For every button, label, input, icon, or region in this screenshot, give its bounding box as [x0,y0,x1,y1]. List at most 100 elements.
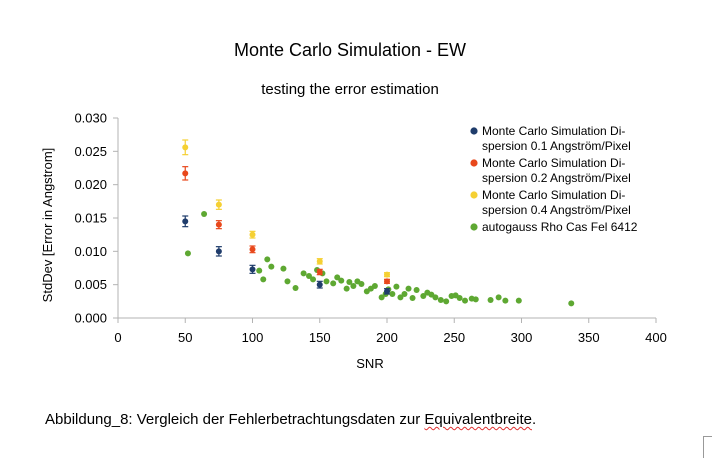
x-tick-label: 50 [178,330,192,345]
series-1 [182,215,390,295]
data-point [384,288,390,295]
data-point [215,248,222,255]
data-point [201,211,208,217]
legend-label-3: Monte Carlo Simulation Di- [482,188,625,202]
y-tick-label: 0.020 [74,177,107,192]
data-point [371,283,378,289]
data-point [502,297,509,304]
chart: Monte Carlo Simulation - EW testing the … [40,40,667,371]
axes: 0.000 0.005 0.010 0.015 0.020 0.025 0.030 0 50 10… [74,111,666,346]
data-point [300,270,307,277]
data-point [568,300,575,307]
data-point [384,278,390,285]
legend-marker-4 [470,223,478,231]
data-point [280,265,287,272]
data-point [401,291,408,297]
data-point [334,274,341,281]
data-point [182,218,189,225]
data-point [420,293,427,299]
caption-underlined-word: Equivalentbreite [424,411,532,428]
data-point [346,279,353,285]
data-point [268,263,275,270]
data-point [310,276,317,283]
data-point [249,231,256,238]
data-point [456,295,463,301]
data-point [256,267,263,274]
plot-area [182,139,575,307]
data-point [389,291,396,297]
y-tick-label: 0.000 [74,311,107,326]
data-point [338,277,345,284]
data-point [405,285,412,292]
y-tick-label: 0.015 [74,211,107,226]
data-point [358,281,365,287]
chart-subtitle: testing the error estimation [261,81,439,98]
data-point [182,170,189,177]
x-tick-label: 300 [511,330,533,345]
data-point [316,269,323,275]
data-point [515,297,522,304]
series-3 [182,139,390,278]
legend-label-2: spersion 0.2 Angström/Pixel [482,171,631,185]
legend-label-1: spersion 0.1 Angström/Pixel [482,139,631,153]
data-point [343,285,350,292]
data-point [284,278,291,285]
data-point [397,294,404,301]
series-2 [182,166,390,285]
data-point [432,294,439,301]
data-point [215,221,222,228]
data-point [249,246,256,253]
data-point [487,297,494,303]
data-point [384,271,390,278]
data-point [316,281,323,288]
data-point [260,276,267,283]
y-tick-label: 0.030 [74,111,107,126]
figure-caption: Abbildung_8: Vergleich der Fehlerbetrach… [45,411,536,428]
data-point [409,295,416,301]
legend-label-2: Monte Carlo Simulation Di- [482,156,625,170]
x-tick-label: 150 [309,330,331,345]
data-point [215,201,222,208]
legend-label-3: spersion 0.4 Angström/Pixel [482,203,631,217]
y-axis-label: StdDev [Error in Angstrom] [40,148,55,303]
legend-marker-3 [470,191,478,199]
data-point [437,297,444,303]
x-axis-label: SNR [356,356,383,371]
y-tick-label: 0.005 [74,277,107,292]
x-tick-label: 250 [443,330,465,345]
data-point [316,258,323,265]
data-point [462,297,469,304]
data-point [413,287,420,293]
x-tick-label: 400 [645,330,667,345]
data-point [378,294,385,301]
data-point [184,250,191,257]
chart-title: Monte Carlo Simulation - EW [234,40,466,60]
y-tick-label: 0.010 [74,244,107,259]
data-point [393,283,400,290]
data-point [292,285,299,291]
legend-marker-2 [470,159,478,167]
x-tick-label: 200 [376,330,398,345]
caption-suffix: . [532,411,537,428]
series-4 [184,211,575,307]
data-point [182,144,189,151]
legend-label-1: Monte Carlo Simulation Di- [482,124,625,138]
legend-marker-1 [470,127,478,135]
data-point [249,266,256,273]
data-point [330,280,337,287]
data-point [495,294,502,301]
data-point [443,298,450,305]
data-point [264,256,271,263]
data-point [305,273,312,279]
page-corner-mark [703,436,712,458]
x-tick-label: 0 [114,330,121,345]
legend: Monte Carlo Simulation Di-spersion 0.1 A… [470,124,638,234]
data-point [323,278,330,285]
legend-label-4: autogauss Rho Cas Fel 6412 [482,220,638,234]
data-point [472,296,479,303]
data-point [350,283,357,289]
caption-prefix: Abbildung_8: Vergleich der Fehlerbetrach… [45,411,425,428]
y-tick-label: 0.025 [74,144,107,159]
x-tick-label: 350 [578,330,600,345]
x-tick-label: 100 [242,330,264,345]
